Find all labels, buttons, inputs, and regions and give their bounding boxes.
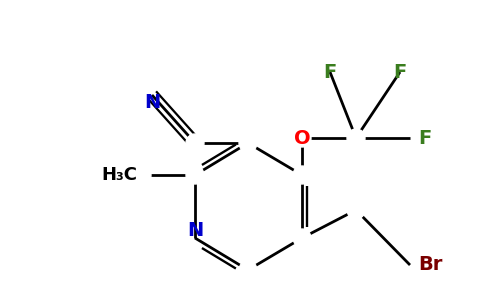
Text: N: N	[144, 94, 160, 112]
Text: F: F	[323, 62, 337, 82]
Circle shape	[347, 129, 365, 147]
Circle shape	[239, 261, 257, 279]
Circle shape	[186, 166, 204, 184]
Circle shape	[293, 229, 311, 247]
Circle shape	[347, 201, 365, 219]
Text: Br: Br	[418, 256, 442, 274]
Text: F: F	[418, 128, 431, 148]
Circle shape	[186, 134, 204, 152]
Text: F: F	[393, 62, 407, 82]
Circle shape	[133, 166, 151, 184]
Text: O: O	[294, 128, 310, 148]
Circle shape	[293, 129, 311, 147]
Text: H₃C: H₃C	[101, 166, 137, 184]
Circle shape	[239, 134, 257, 152]
Circle shape	[293, 166, 311, 184]
Text: N: N	[187, 220, 203, 239]
